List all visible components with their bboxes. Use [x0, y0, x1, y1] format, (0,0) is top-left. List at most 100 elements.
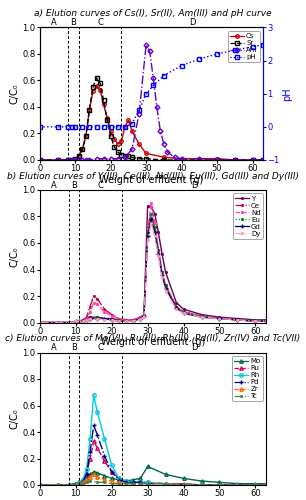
- Cs: [162, 154, 166, 160]
- Dy: [38, 320, 42, 326]
- pH: [123, 124, 127, 130]
- Y: [67, 320, 70, 326]
- Ru: [70, 482, 74, 488]
- Zr: [139, 480, 142, 486]
- Eu: [174, 304, 178, 310]
- Cs: [88, 106, 91, 112]
- Nd: [139, 314, 142, 320]
- Y: [164, 269, 167, 275]
- Ce: [142, 312, 146, 318]
- pH: [162, 72, 166, 78]
- Dy: [85, 317, 88, 323]
- Tc: [85, 480, 88, 486]
- Text: A: A: [51, 18, 57, 28]
- pH: [66, 124, 70, 130]
- Pd: [74, 480, 77, 486]
- Rh: [139, 480, 142, 486]
- Am: [70, 157, 73, 163]
- Eu: [182, 309, 185, 315]
- Cs: [73, 156, 77, 162]
- Gd: [146, 234, 149, 239]
- Line: Nd: Nd: [38, 202, 268, 324]
- Y: [70, 320, 74, 326]
- Text: B: B: [71, 344, 77, 352]
- Nd: [153, 220, 157, 226]
- Rh: [264, 482, 268, 488]
- Nd: [142, 313, 146, 319]
- Dy: [146, 238, 149, 244]
- Ce: [264, 318, 268, 324]
- Tc: [236, 482, 239, 488]
- Dy: [56, 320, 60, 326]
- Am: [73, 157, 77, 163]
- Legend: Mo, Ru, Rh, Pd, Zr, Tc: Mo, Ru, Rh, Pd, Zr, Tc: [232, 356, 263, 402]
- Cs: [70, 157, 73, 163]
- Am: [215, 157, 219, 163]
- Dy: [103, 317, 106, 323]
- Ce: [124, 317, 128, 323]
- Line: Cs: Cs: [38, 84, 265, 162]
- Tc: [254, 482, 257, 488]
- Pd: [131, 480, 135, 486]
- Tc: [218, 482, 221, 488]
- Ce: [146, 224, 149, 230]
- pH: [70, 124, 73, 130]
- Am: [151, 75, 155, 81]
- Text: D: D: [189, 18, 196, 28]
- Ru: [164, 480, 167, 486]
- Cs: [102, 102, 106, 107]
- Zr: [103, 476, 106, 482]
- Tc: [70, 482, 74, 488]
- Line: Ce: Ce: [38, 212, 268, 324]
- Text: C: C: [98, 181, 104, 190]
- Ru: [67, 482, 70, 488]
- Eu: [103, 316, 106, 322]
- Eu: [146, 230, 149, 235]
- Y-axis label: C/C₀: C/C₀: [9, 408, 20, 429]
- Legend: Y, Ce, Nd, Eu, Gd, Dy: Y, Ce, Nd, Eu, Gd, Dy: [233, 194, 263, 239]
- Ru: [92, 438, 95, 444]
- Y: [157, 230, 160, 235]
- Dy: [142, 314, 146, 320]
- Y: [74, 318, 77, 324]
- pH: [215, 51, 219, 57]
- Ce: [38, 320, 42, 326]
- Mo: [218, 480, 221, 486]
- Tc: [38, 482, 42, 488]
- Eu: [110, 317, 114, 323]
- Text: A: A: [51, 181, 57, 190]
- Cs: [215, 156, 219, 162]
- Cs: [98, 87, 102, 93]
- Sr: [120, 152, 123, 158]
- pH: [261, 42, 265, 48]
- Mo: [70, 482, 74, 488]
- Mo: [67, 482, 70, 488]
- Ru: [74, 480, 77, 486]
- pH: [197, 56, 201, 62]
- Tc: [110, 480, 114, 486]
- Tc: [56, 482, 60, 488]
- Gd: [182, 310, 185, 316]
- Eu: [81, 318, 85, 324]
- Mo: [95, 470, 99, 476]
- pH: [144, 90, 148, 96]
- Pd: [200, 482, 203, 488]
- Line: pH: pH: [38, 43, 265, 128]
- Zr: [131, 480, 135, 486]
- Rh: [70, 482, 74, 488]
- Tc: [164, 480, 167, 486]
- Gd: [56, 320, 60, 326]
- Eu: [164, 282, 167, 288]
- Line: Sr: Sr: [38, 76, 265, 162]
- Cs: [137, 141, 141, 147]
- Y: [103, 316, 106, 322]
- Line: Gd: Gd: [37, 216, 269, 325]
- Sr: [123, 153, 127, 159]
- pH: [109, 124, 113, 130]
- Ce: [56, 320, 60, 326]
- Sr: [70, 157, 73, 163]
- Ce: [218, 316, 221, 322]
- Text: b) Elution curves of Y(III), Ce(III), Nd(III), Eu(III), Gd(III) and Dy(III): b) Elution curves of Y(III), Ce(III), Nd…: [7, 172, 299, 181]
- Sr: [109, 133, 113, 139]
- Zr: [164, 480, 167, 486]
